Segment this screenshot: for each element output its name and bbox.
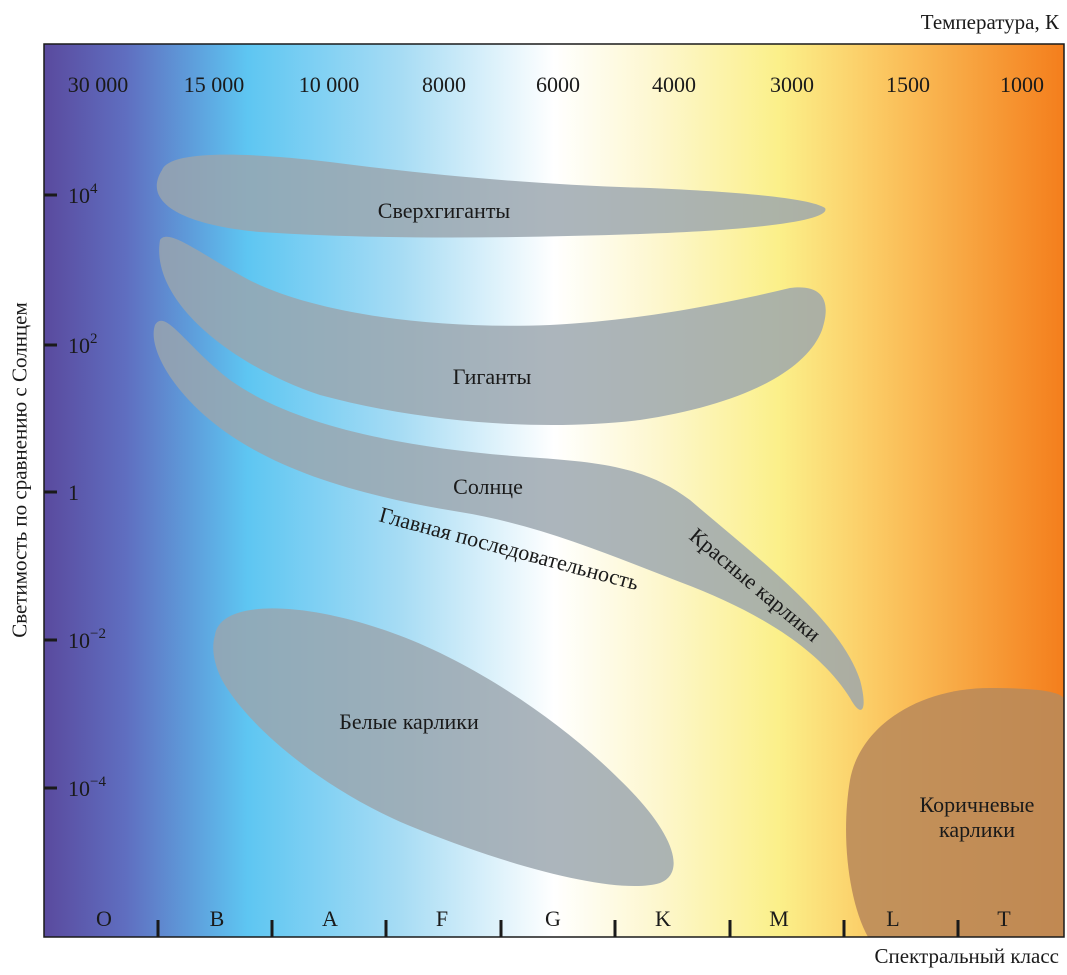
lum-tick-label: 10−2: [68, 626, 106, 653]
brown-dwarfs-label: карлики: [939, 817, 1015, 842]
top-tick-labels: 30 000 15 000 10 000 8000 6000 4000 3000…: [68, 72, 1044, 97]
temperature-axis-title: Температура, К: [920, 10, 1059, 34]
white-dwarfs-label: Белые карлики: [339, 709, 479, 734]
brown-dwarfs-region: [846, 688, 1064, 937]
giants-label: Гиганты: [453, 364, 532, 389]
class-label: M: [769, 906, 789, 931]
class-label: B: [210, 906, 225, 931]
lum-tick-label: 10−4: [68, 774, 106, 801]
lum-tick-label: 104: [68, 181, 98, 208]
class-label: L: [886, 906, 899, 931]
main-sequence-region: [153, 320, 864, 710]
brown-dwarfs-label: Коричневые: [920, 792, 1035, 817]
sun-label: Солнце: [453, 474, 523, 499]
class-label: G: [545, 906, 561, 931]
left-tick-labels: 104 102 1 10−2 10−4: [68, 181, 106, 801]
class-label: F: [436, 906, 448, 931]
spectral-class-labels: O B A F G K M L T: [96, 906, 1011, 931]
temp-tick: 3000: [770, 72, 814, 97]
lum-tick-label: 1: [68, 480, 79, 505]
class-label: T: [997, 906, 1011, 931]
supergiants-region: [156, 154, 826, 238]
class-label: O: [96, 906, 112, 931]
temp-tick: 6000: [536, 72, 580, 97]
temp-tick: 15 000: [184, 72, 245, 97]
luminosity-axis-title: Светимость по сравнению с Солнцем: [7, 302, 32, 638]
temp-tick: 1500: [886, 72, 930, 97]
white-dwarfs-region: [213, 608, 674, 887]
class-label: A: [322, 906, 338, 931]
supergiants-label: Сверхгиганты: [378, 198, 511, 223]
temp-tick: 1000: [1000, 72, 1044, 97]
left-ticks: [44, 193, 57, 790]
lum-tick-label: 102: [68, 331, 98, 358]
temp-tick: 8000: [422, 72, 466, 97]
giants-region: [159, 236, 826, 426]
temp-tick: 4000: [652, 72, 696, 97]
bottom-ticks: [156, 920, 960, 937]
temp-tick: 10 000: [299, 72, 360, 97]
spectral-class-axis-title: Спектральный класс: [874, 944, 1059, 968]
class-label: K: [655, 906, 671, 931]
temp-tick: 30 000: [68, 72, 129, 97]
